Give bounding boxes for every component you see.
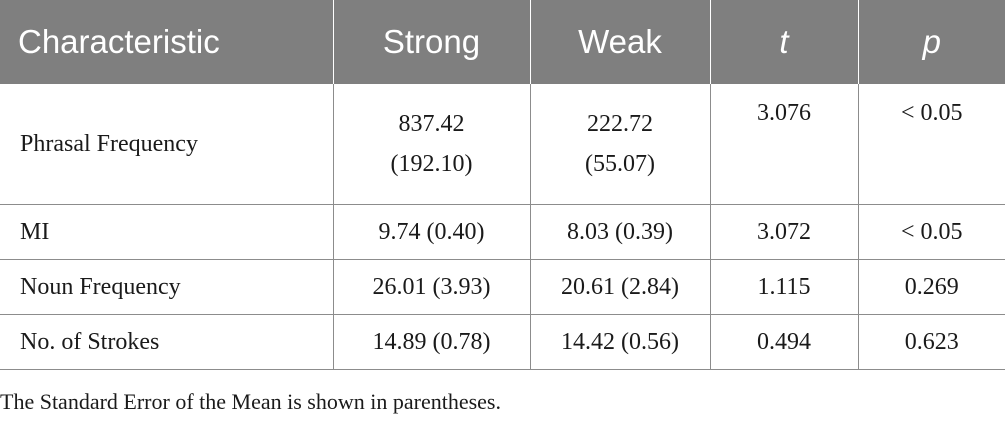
cell-weak: 222.72 (55.07) <box>530 84 711 205</box>
cell-p: 0.269 <box>858 259 1005 315</box>
header-t: t <box>710 0 859 84</box>
row-label: Phrasal Frequency <box>0 84 334 205</box>
row-label: MI <box>0 204 334 260</box>
header-characteristic: Characteristic <box>0 0 334 84</box>
row-label: Noun Frequency <box>0 259 334 315</box>
cell-p: < 0.05 <box>858 84 1005 205</box>
table-footnote: The Standard Error of the Mean is shown … <box>0 389 501 414</box>
cell-strong-se: (192.10) <box>390 151 473 177</box>
cell-t: 1.115 <box>710 259 859 315</box>
table-row: Phrasal Frequency 837.42 (192.10) 222.72… <box>0 84 1005 205</box>
table-row: MI 9.74 (0.40) 8.03 (0.39) 3.072 < 0.05 <box>0 204 1005 260</box>
cell-weak: 8.03 (0.39) <box>530 204 711 260</box>
header-row: Characteristic Strong Weak t p <box>0 0 1005 84</box>
cell-weak-se: (55.07) <box>585 151 655 177</box>
cell-strong: 14.89 (0.78) <box>333 314 531 370</box>
row-label: No. of Strokes <box>0 314 334 370</box>
cell-t: 0.494 <box>710 314 859 370</box>
table-body: Phrasal Frequency 837.42 (192.10) 222.72… <box>0 84 1005 370</box>
table-header: Characteristic Strong Weak t p <box>0 0 1005 84</box>
header-p: p <box>858 0 1005 84</box>
cell-weak: 20.61 (2.84) <box>530 259 711 315</box>
cell-strong: 837.42 (192.10) <box>333 84 531 205</box>
cell-p: < 0.05 <box>858 204 1005 260</box>
table-row: No. of Strokes 14.89 (0.78) 14.42 (0.56)… <box>0 314 1005 370</box>
cell-strong: 26.01 (3.93) <box>333 259 531 315</box>
cell-t: 3.072 <box>710 204 859 260</box>
header-weak: Weak <box>530 0 711 84</box>
cell-strong-mean: 837.42 <box>398 111 465 137</box>
header-strong: Strong <box>333 0 531 84</box>
cell-p: 0.623 <box>858 314 1005 370</box>
data-table: Characteristic Strong Weak t p Phrasal F… <box>0 0 1005 370</box>
data-table-container: Characteristic Strong Weak t p Phrasal F… <box>0 0 1005 370</box>
cell-t: 3.076 <box>710 84 859 205</box>
cell-weak-mean: 222.72 <box>587 111 653 137</box>
cell-weak: 14.42 (0.56) <box>530 314 711 370</box>
table-row: Noun Frequency 26.01 (3.93) 20.61 (2.84)… <box>0 259 1005 315</box>
cell-strong: 9.74 (0.40) <box>333 204 531 260</box>
